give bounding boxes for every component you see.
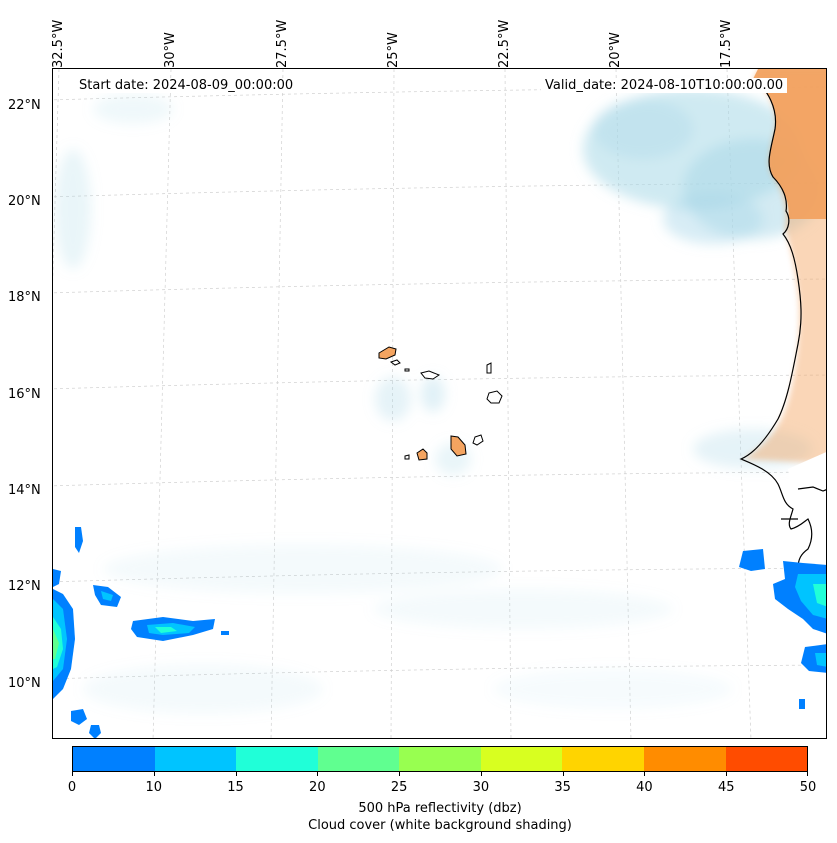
valid-date-label: Valid_date: 2024-08-10T10:00:00.00	[541, 78, 788, 93]
colorbar-tickmark	[807, 772, 808, 776]
colorbar-tick-label: 45	[717, 780, 735, 795]
colorbar-tick-label: 20	[309, 780, 326, 795]
colorbar-tick-label: 30	[472, 780, 490, 795]
lon-label: 20°W	[608, 32, 623, 68]
colorbar-tickmark	[726, 772, 728, 776]
cabo-verde-islands	[378, 346, 503, 461]
colorbar-segment	[643, 747, 726, 771]
lon-label: 17.5°W	[719, 19, 734, 68]
colorbar-tickmark	[317, 772, 319, 776]
colorbar-tickmark	[399, 772, 401, 776]
colorbar-segment	[725, 747, 808, 771]
lon-label: 32.5°W	[51, 19, 66, 68]
colorbar-tick-label: 0	[67, 780, 77, 795]
colorbar-tickmark	[644, 772, 646, 776]
lon-label: 22.5°W	[497, 19, 512, 68]
lat-label: 18°N	[8, 290, 41, 305]
colorbar-tick-label: 40	[636, 780, 653, 795]
lat-label: 14°N	[8, 483, 41, 498]
colorbar-tick-label: 50	[799, 780, 817, 795]
lon-label: 30°W	[163, 32, 178, 68]
colorbar-tickmark	[480, 772, 482, 776]
colorbar-segment	[480, 747, 563, 771]
colorbar-segment	[73, 747, 155, 771]
colorbar-segment	[562, 747, 644, 771]
start-date-label: Start date: 2024-08-09_00:00:00	[75, 78, 298, 93]
lat-label: 12°N	[8, 579, 41, 594]
lon-label: 27.5°W	[275, 19, 290, 68]
colorbar-tick-label: 35	[554, 780, 571, 795]
lat-label: 16°N	[8, 387, 41, 402]
lon-label: 25°W	[386, 32, 401, 68]
colorbar-tickmark	[72, 772, 73, 776]
colorbar-segment	[236, 747, 318, 771]
colorbar-segment	[154, 747, 237, 771]
lat-label: 20°N	[8, 194, 41, 209]
coastline	[739, 78, 826, 607]
colorbar-tickmark	[235, 772, 237, 776]
colorbar-tickmark	[153, 772, 155, 776]
lat-label: 10°N	[8, 676, 41, 691]
colorbar-tickmark	[562, 772, 564, 776]
colorbar-label-reflectivity: 500 hPa reflectivity (dbz)	[358, 801, 522, 816]
colorbar	[72, 746, 808, 772]
colorbar-tick-label: 25	[390, 780, 408, 795]
map-canvas	[53, 69, 826, 738]
colorbar-segment	[317, 747, 400, 771]
reflectivity-cells	[53, 527, 826, 738]
colorbar-tick-label: 15	[227, 780, 244, 795]
colorbar-tick-label: 10	[145, 780, 163, 795]
colorbar-segment	[399, 747, 481, 771]
lat-label: 22°N	[8, 98, 41, 113]
colorbar-label-cloud: Cloud cover (white background shading)	[308, 818, 572, 833]
map-panel[interactable]	[52, 68, 827, 739]
